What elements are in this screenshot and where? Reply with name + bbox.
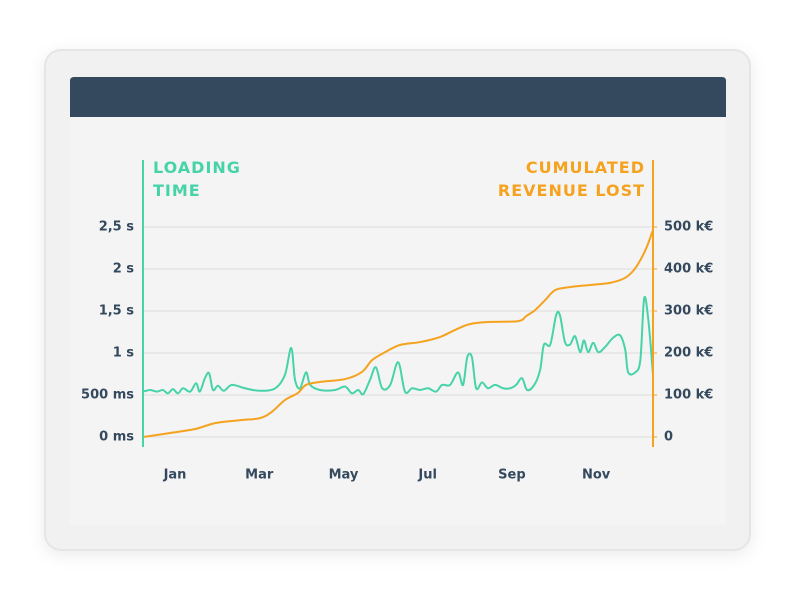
y-tick-label: 1,5 s: [99, 304, 135, 319]
y2-axis-title: CUMULATED REVENUE LOST: [497, 158, 645, 200]
panel: [70, 77, 726, 525]
y-tick-label: 500 ms: [81, 388, 134, 403]
y2-tick-label: 500 k€: [664, 220, 713, 235]
y-tick-label: 0 ms: [99, 430, 134, 445]
x-tick-label: Sep: [498, 468, 526, 483]
y2-tick-label: 0: [664, 430, 673, 445]
y2-tick-label: 400 k€: [664, 262, 713, 277]
data-line: [142, 229, 654, 438]
x-tick-label: Nov: [582, 468, 611, 483]
x-tick-label: May: [329, 468, 359, 483]
y-axis-title: LOADING TIME: [153, 158, 241, 200]
y2-tick-label: 200 k€: [664, 346, 713, 361]
x-tick-label: Mar: [245, 468, 274, 483]
y-tick-label: 2,5 s: [99, 220, 135, 235]
y2-tick-label: 300 k€: [664, 304, 713, 319]
y-tick-label: 2 s: [113, 262, 135, 277]
y-tick-label: 1 s: [113, 346, 135, 361]
y2-tick-label: 100 k€: [664, 388, 713, 403]
x-tick-label: Jul: [417, 468, 437, 483]
data-line: [142, 295, 654, 396]
header-bar: [70, 77, 726, 117]
x-tick-label: Jan: [163, 468, 187, 483]
